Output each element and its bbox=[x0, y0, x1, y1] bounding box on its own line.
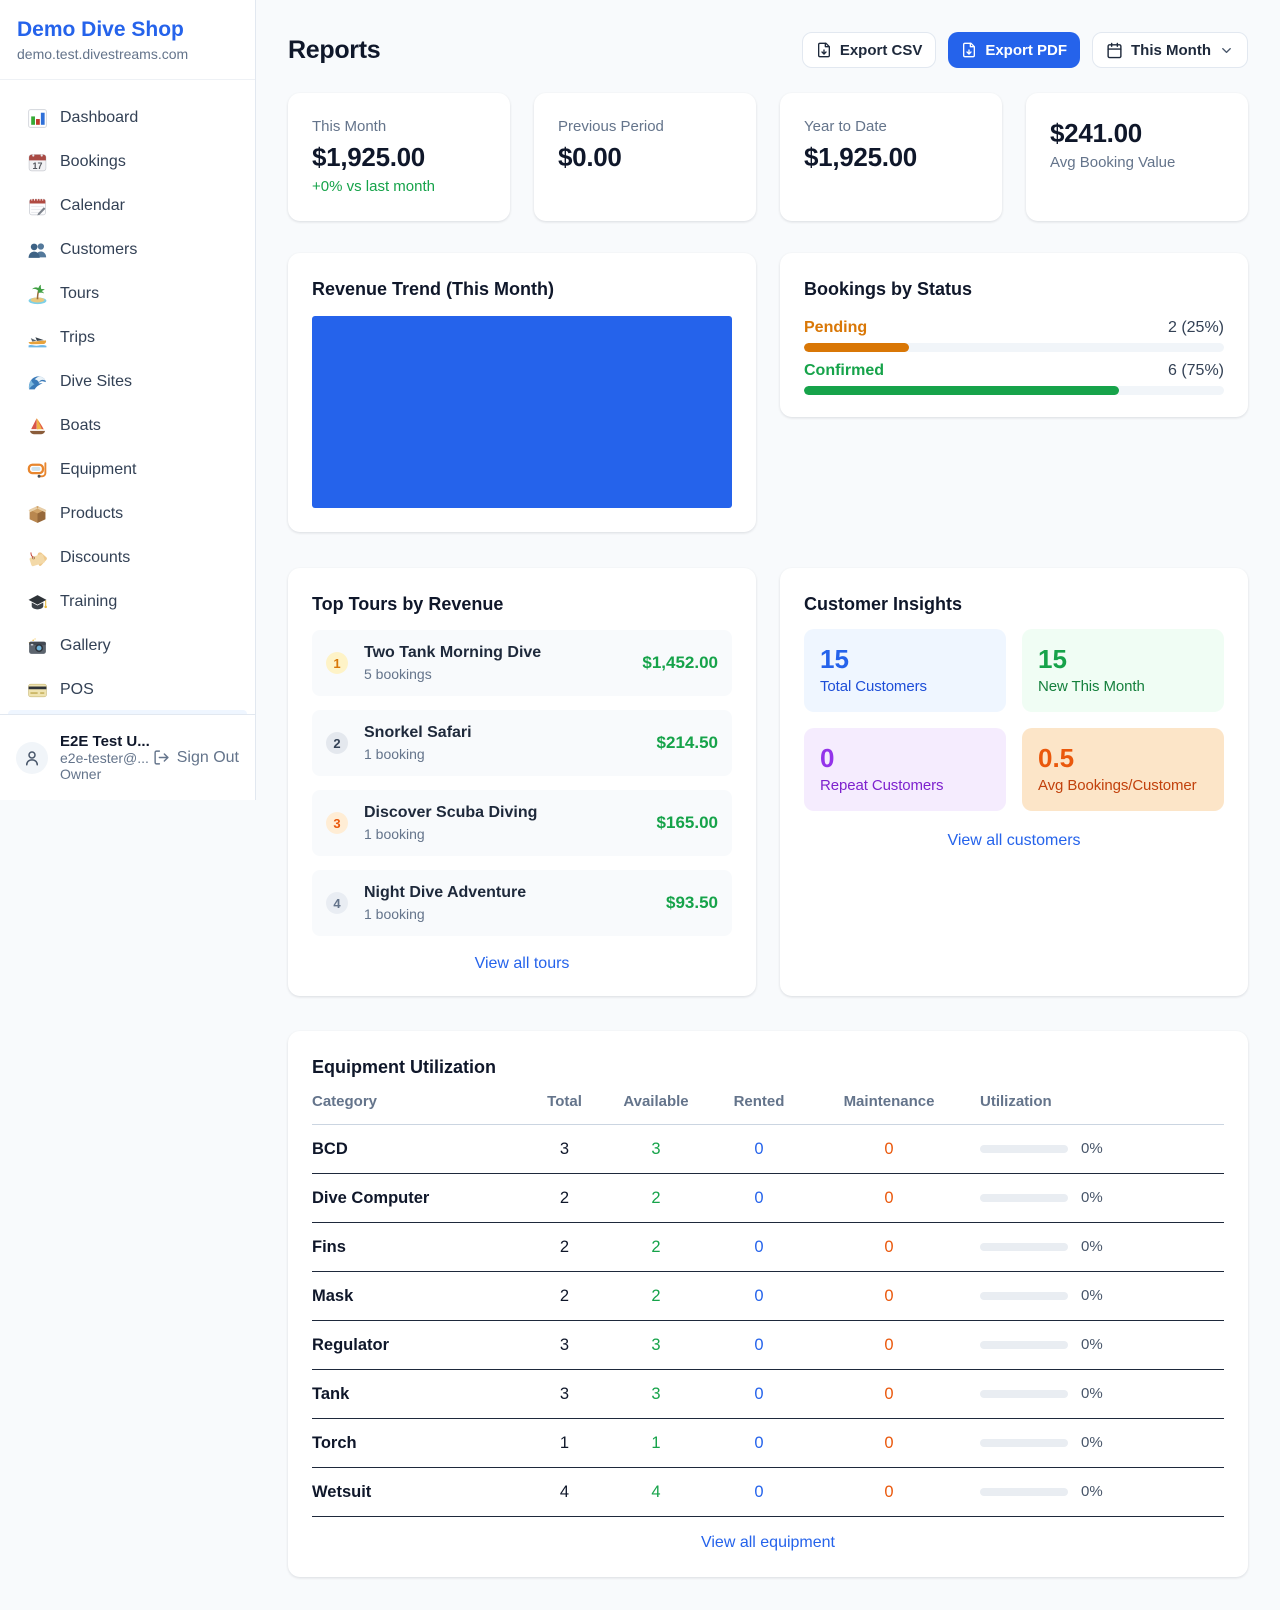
svg-text:17: 17 bbox=[33, 160, 43, 170]
